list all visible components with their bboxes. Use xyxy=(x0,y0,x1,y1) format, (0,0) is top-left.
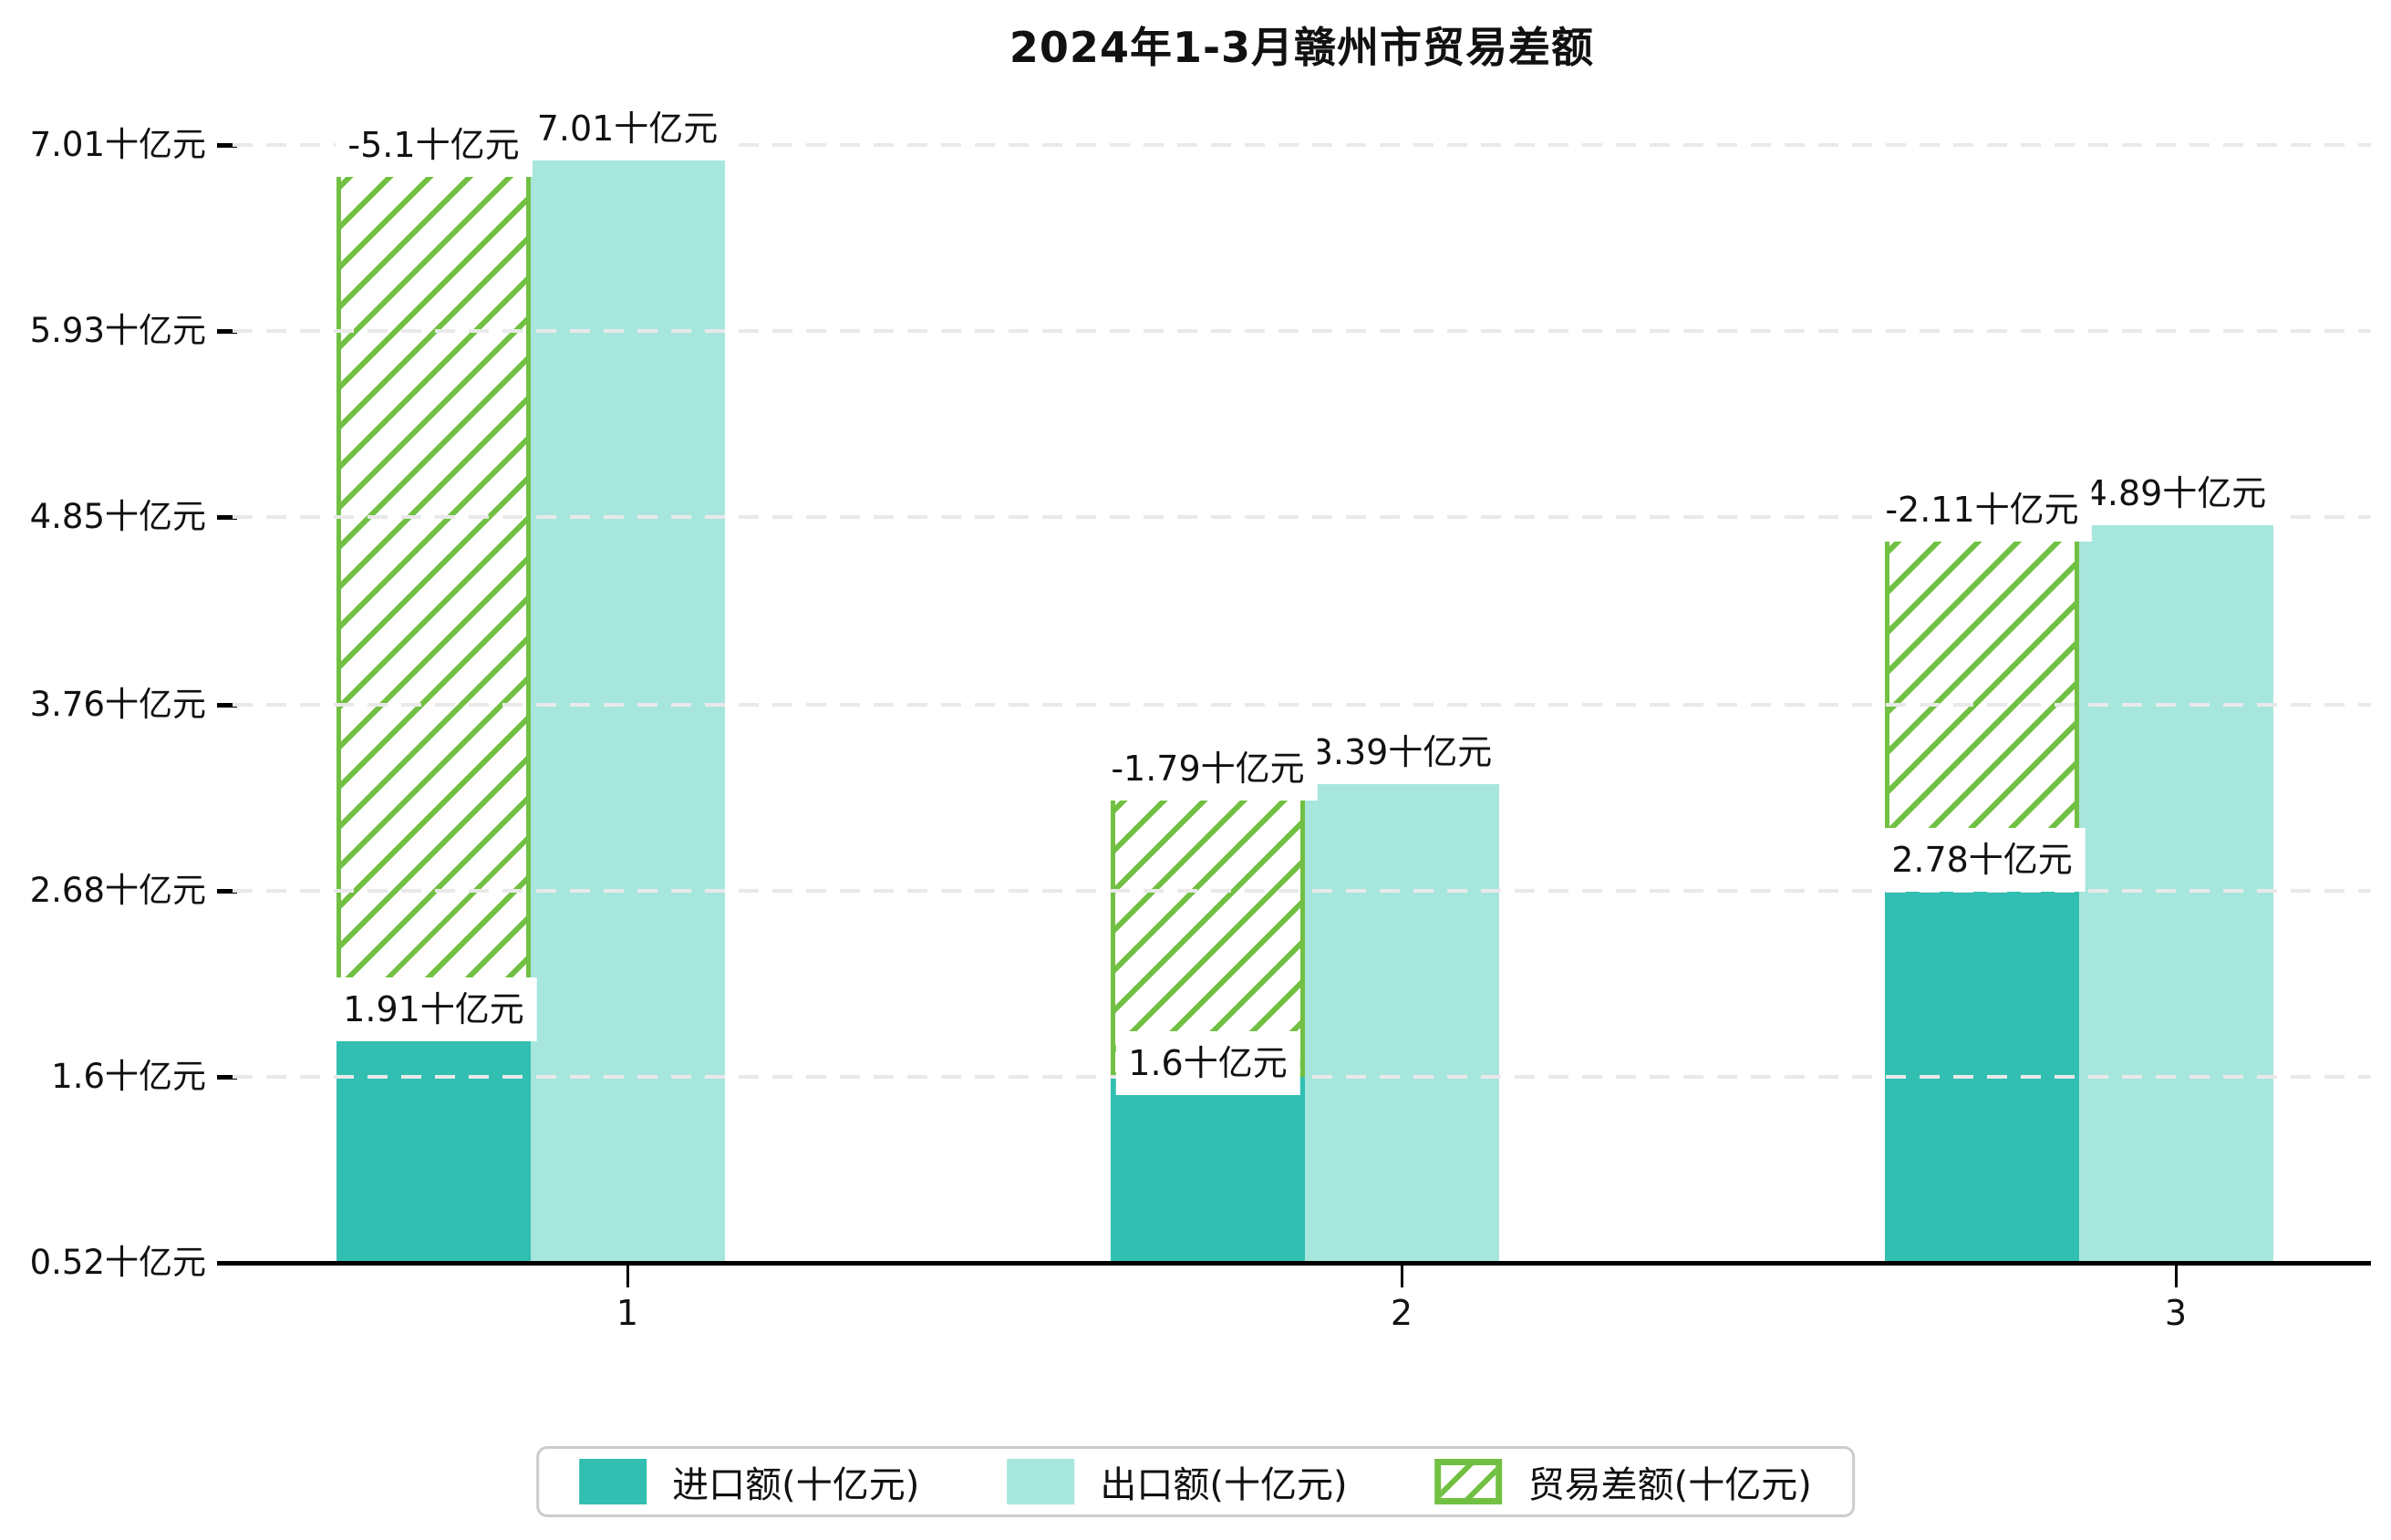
export-swatch-icon xyxy=(1007,1459,1075,1504)
y-axis-tick-mark xyxy=(217,1074,237,1080)
gridline xyxy=(233,1074,2371,1079)
y-axis-tick-label: 2.68十亿元 xyxy=(29,870,206,910)
import-value-label: 1.6十亿元 xyxy=(1115,1030,1300,1095)
gridline xyxy=(233,515,2371,520)
y-axis-tick-mark xyxy=(217,515,237,521)
x-axis-tick-mark xyxy=(1401,1266,1403,1287)
gridline xyxy=(233,702,2371,707)
y-axis-tick-label: 0.52十亿元 xyxy=(29,1243,206,1282)
y-axis-tick-mark xyxy=(217,888,237,894)
x-axis-tick-label: 2 xyxy=(1390,1293,1413,1333)
x-axis-tick-label: 1 xyxy=(616,1293,639,1333)
y-axis-tick-mark xyxy=(217,329,237,335)
legend-item-import: 进口额(十亿元) xyxy=(579,1455,919,1508)
export-bar xyxy=(1305,768,1499,1263)
import-swatch-icon xyxy=(579,1459,647,1504)
legend: 进口额(十亿元) 出口额(十亿元) 贸易差额(十亿元) xyxy=(536,1446,1855,1517)
y-axis-tick-label: 3.76十亿元 xyxy=(29,684,206,724)
y-axis-tick-label: 1.6十亿元 xyxy=(51,1056,206,1096)
gridline xyxy=(233,888,2371,893)
y-axis-tick-label: 4.85十亿元 xyxy=(29,497,206,537)
y-axis-tick-label: 5.93十亿元 xyxy=(29,311,206,351)
export-value-label: 3.39十亿元 xyxy=(1298,719,1506,784)
trade-balance-bar xyxy=(1111,768,1305,1077)
import-bar xyxy=(336,1023,531,1263)
trade-balance-bar xyxy=(1885,510,2079,874)
y-axis-tick-label: 7.01十亿元 xyxy=(29,125,206,164)
x-axis-line xyxy=(231,1261,2371,1266)
export-value-label: 4.89十亿元 xyxy=(2072,461,2280,526)
export-bar xyxy=(2079,510,2273,1263)
x-axis-tick-mark xyxy=(626,1266,629,1287)
balance-swatch-icon xyxy=(1434,1459,1503,1504)
trade-balance-value-label: -2.11十亿元 xyxy=(1872,478,2092,543)
trade-balance-value-label: -1.79十亿元 xyxy=(1098,736,1318,801)
legend-item-export: 出口额(十亿元) xyxy=(1007,1455,1348,1508)
gridline xyxy=(233,329,2371,334)
legend-label-balance: 贸易差额(十亿元) xyxy=(1527,1464,1812,1506)
import-value-label: 1.91十亿元 xyxy=(330,977,537,1042)
y-axis-tick-mark xyxy=(217,702,237,708)
trade-balance-value-label: -5.1十亿元 xyxy=(335,113,533,177)
y-axis-tick-mark xyxy=(217,143,237,148)
legend-label-export: 出口额(十亿元) xyxy=(1100,1464,1348,1506)
chart-title: 2024年1-3月赣州市贸易差额 xyxy=(1009,23,1595,72)
import-bar xyxy=(1111,1076,1305,1263)
legend-label-import: 进口额(十亿元) xyxy=(672,1464,920,1506)
import-value-label: 2.78十亿元 xyxy=(1879,828,2086,893)
gridline xyxy=(233,143,2371,147)
export-value-label: 7.01十亿元 xyxy=(523,97,731,160)
x-axis-tick-mark xyxy=(2175,1266,2178,1287)
import-bar xyxy=(1885,873,2079,1263)
legend-item-balance: 贸易差额(十亿元) xyxy=(1434,1455,1812,1508)
x-axis-tick-label: 3 xyxy=(2164,1293,2188,1333)
